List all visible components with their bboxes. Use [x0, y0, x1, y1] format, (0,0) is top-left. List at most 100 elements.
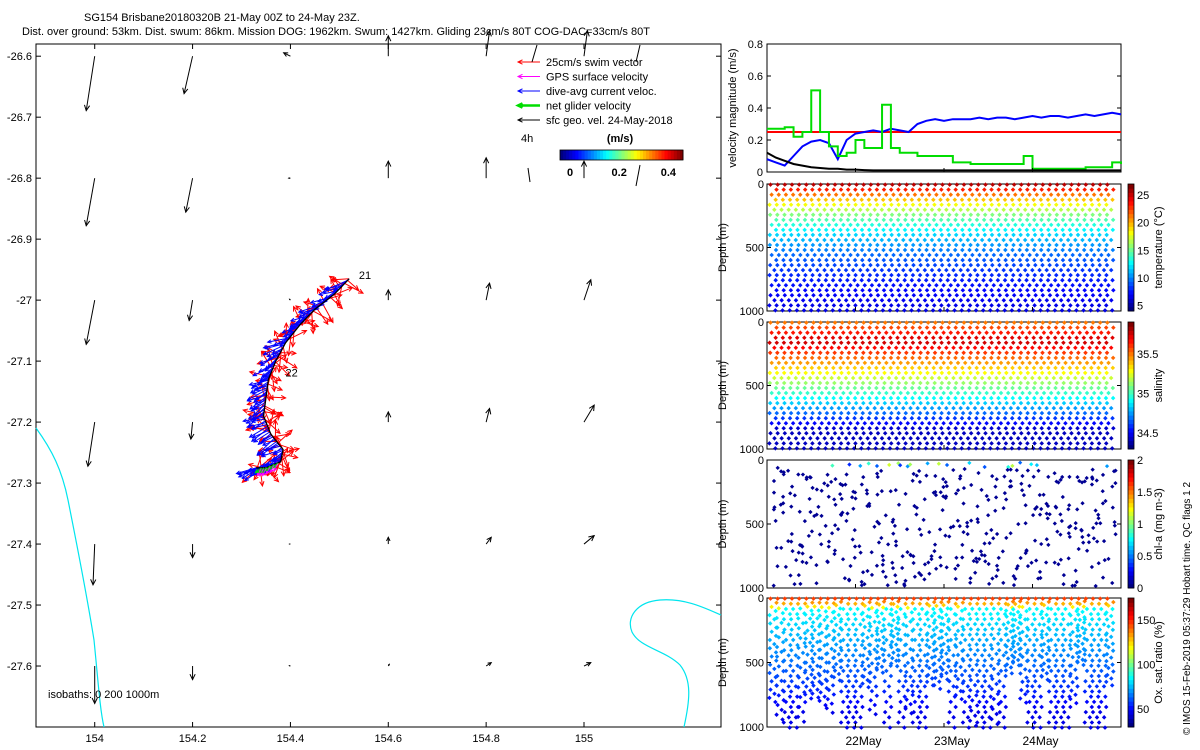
gps-velocity-arrow-head — [269, 468, 274, 474]
dac-vector-arrow-shaft — [291, 319, 305, 328]
legend-arrow-sfc — [516, 117, 540, 123]
map-colorbar-segment — [655, 150, 659, 160]
surface-velocity-arrow — [85, 422, 96, 468]
oxygen-colorbar-segment — [1128, 675, 1134, 681]
swim-vector-arrow-head — [295, 305, 301, 311]
swim-vector-arrow-shaft — [267, 415, 281, 427]
swim-vector-arrow — [266, 389, 274, 401]
surface-velocity-arrow — [583, 662, 592, 667]
dac-vector-arrow-head — [250, 425, 256, 430]
dac-vector-arrow-head — [249, 472, 255, 477]
surface-velocity-arrow-shaft — [485, 408, 491, 423]
gps-velocity-arrow-shaft — [273, 462, 279, 472]
surface-velocity-arrow-head — [485, 281, 492, 290]
oxygen-colorbar-label: Ox. sat. ratio (%) — [1153, 621, 1165, 704]
swim-vector-arrow-head — [284, 468, 292, 474]
surface-velocity-arrow-head — [182, 87, 189, 95]
oxygen-colorbar-segment — [1128, 701, 1134, 706]
temperature-data-point — [774, 257, 779, 263]
surface-velocity-arrow-shaft — [485, 283, 491, 301]
oxygen-colorbar-segment — [1128, 653, 1134, 659]
surface-velocity-arrow-head — [288, 665, 291, 667]
temperature-data-point — [779, 298, 784, 303]
dac-vector-arrow-head — [266, 339, 272, 344]
temperature-colorbar-segment — [1128, 192, 1134, 198]
temperature-data-point — [776, 282, 782, 288]
dac-vector-arrow — [258, 355, 279, 365]
surface-velocity-arrow-head — [85, 460, 92, 468]
map-ytick-label: -27 — [16, 295, 32, 307]
swim-vector-arrow — [277, 462, 291, 471]
oxygen-colorbar-tick-label: 50 — [1137, 704, 1149, 716]
dac-vector-arrow-shaft — [253, 401, 266, 410]
dac-vector-arrow-head — [248, 381, 254, 387]
surface-velocity-arrow — [182, 56, 194, 95]
surface-velocity-arrow — [385, 288, 392, 301]
map-colorbar-segment — [596, 150, 601, 160]
chl-colorbar-segment — [1128, 575, 1134, 580]
swim-vector-arrow — [280, 447, 289, 461]
temperature-ytick-label: 500 — [746, 243, 764, 255]
dac-vector-arrow-shaft — [251, 424, 268, 429]
swim-vector-arrow-head — [283, 321, 289, 328]
swim-vector-arrow-shaft — [268, 409, 275, 431]
salinity-colorbar-segment — [1128, 402, 1134, 408]
oxygen-colorbar-segment — [1128, 671, 1134, 676]
oxygen-colorbar-segment — [1128, 666, 1134, 672]
surface-velocity-arrow — [385, 410, 392, 423]
map-ytick-label: -26.9 — [7, 234, 32, 246]
dac-vector-arrow — [299, 309, 315, 315]
temperature-data-point — [768, 293, 773, 298]
chl-colorbar-segment — [1128, 485, 1134, 491]
dac-vector-arrow — [245, 422, 267, 429]
dac-vector-arrow — [287, 326, 299, 333]
chl-ylabel: Depth (m) — [717, 500, 729, 549]
dac-vector-arrow — [266, 337, 290, 344]
map-xtick-label: 154.4 — [277, 733, 305, 745]
dac-vector-arrow-shaft — [259, 355, 279, 364]
oxygen-colorbar-segment — [1128, 662, 1134, 668]
salinity-colorbar-segment — [1128, 334, 1134, 340]
temperature-colorbar-segment — [1128, 234, 1134, 240]
swim-vector-arrow-head — [347, 286, 354, 292]
dac-vector-arrow — [257, 433, 271, 446]
salinity-colorbar-segment — [1128, 415, 1134, 420]
swim-vector-arrow-shaft — [256, 418, 272, 435]
legend-leader-line — [635, 44, 641, 63]
swim-vector-arrow-shaft — [265, 411, 283, 424]
chl-colorbar-tick-label: 1.5 — [1137, 487, 1152, 499]
temperature-colorbar-segment — [1128, 298, 1134, 304]
swim-vector-arrow-head — [268, 394, 274, 401]
legend-leader-line — [527, 167, 531, 183]
swim-vector-arrow — [274, 354, 288, 365]
swim-vector-arrow-shaft — [347, 279, 359, 291]
dac-vector-arrow-shaft — [253, 398, 267, 410]
surface-velocity-arrow-head — [189, 673, 196, 681]
chl-colorbar-tick-label: 2 — [1137, 455, 1143, 467]
coastline-east — [629, 599, 722, 728]
dac-vector-arrow — [250, 405, 266, 412]
dac-vector-arrow-head — [254, 400, 260, 405]
temperature-colorbar-label: temperature (°C) — [1153, 206, 1165, 288]
swim-vector-arrow-shaft — [275, 361, 290, 377]
temperature-colorbar-frame — [1127, 183, 1135, 312]
dac-vector-arrow-head — [298, 313, 304, 318]
chl-colorbar-segment — [1128, 528, 1134, 534]
swim-vector-arrow-head — [284, 371, 291, 377]
swim-vector-arrow-head — [330, 278, 336, 285]
temperature-colorbar-segment — [1128, 294, 1134, 299]
temperature-data-point — [773, 277, 778, 283]
chl-colorbar-segment — [1128, 498, 1134, 504]
dac-vector-arrow-shaft — [251, 427, 269, 442]
dac-vector-arrow-shaft — [251, 418, 265, 423]
temperature-data-point — [779, 267, 784, 273]
chl-colorbar-segment — [1128, 558, 1134, 563]
surface-velocity-arrow — [583, 404, 595, 423]
surface-velocity-arrow — [183, 178, 194, 214]
salinity-colorbar-segment — [1128, 364, 1134, 370]
salinity-colorbar-label: salinity — [1153, 368, 1165, 402]
surface-velocity-arrow-head — [189, 552, 196, 559]
dac-vector-arrow-shaft — [258, 363, 275, 373]
swim-vector-arrow-shaft — [273, 365, 288, 369]
swim-vector-arrow-head — [290, 341, 296, 348]
